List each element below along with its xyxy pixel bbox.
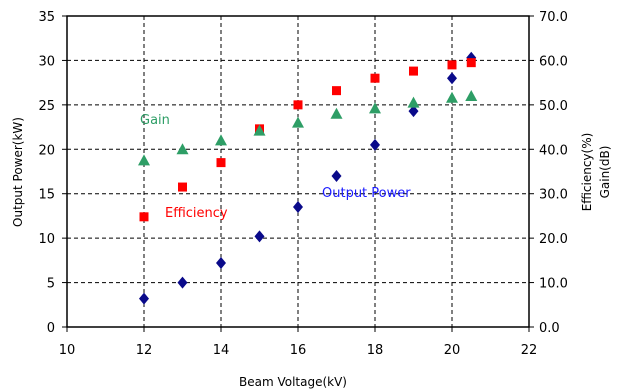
efficiency-point	[216, 158, 226, 168]
x-tick-label: 16	[290, 343, 307, 358]
y-left-tick-label: 20	[38, 143, 55, 158]
output-power-point	[370, 138, 380, 151]
y-left-tick-label: 35	[38, 10, 55, 25]
y-left-tick-label: 15	[38, 188, 55, 203]
output-power-point	[408, 105, 419, 118]
gain-point	[138, 154, 150, 166]
output-power-point	[254, 230, 265, 243]
series-label-gain: Gain	[140, 113, 170, 128]
output-power-point	[139, 292, 149, 305]
efficiency-point	[178, 182, 187, 192]
y-right-tick-label: 0.0	[539, 321, 560, 336]
output-power-point	[293, 201, 303, 214]
y-axis-label-right-efficiency: Efficiency(%)	[580, 133, 594, 212]
gain-point	[407, 96, 420, 108]
y-right-tick-label: 50.0	[539, 99, 568, 114]
output-power-point	[447, 72, 457, 85]
efficiency-point	[466, 58, 476, 68]
y-left-tick-label: 10	[38, 232, 55, 247]
gain-point	[369, 102, 381, 114]
y-right-tick-label: 10.0	[539, 277, 568, 292]
x-tick-label: 12	[136, 343, 153, 358]
y-left-tick-label: 25	[38, 99, 55, 114]
efficiency-point	[293, 100, 303, 110]
x-tick-label: 18	[367, 343, 384, 358]
gain-point	[330, 107, 343, 119]
x-axis-label: Beam Voltage(kV)	[239, 375, 347, 389]
y-left-tick-label: 0	[47, 321, 55, 336]
output-power-point	[177, 276, 188, 289]
gain-point	[215, 134, 227, 146]
y-axis-label-left: Output Power(kW)	[11, 117, 25, 227]
y-left-tick-label: 30	[38, 54, 55, 69]
gain-point	[446, 91, 458, 103]
x-tick-label: 20	[444, 343, 461, 358]
gain-point	[253, 124, 266, 136]
x-tick-label: 22	[521, 343, 538, 358]
y-left-tick-label: 5	[47, 277, 55, 292]
y-right-tick-label: 20.0	[539, 232, 568, 247]
gain-point	[292, 116, 304, 128]
tick-labels: 10 12 14 16 18 20 22 0 5 10 15 20 25 30 35 0.0 10.0 20.0 3…	[38, 10, 568, 358]
efficiency-point	[332, 86, 341, 96]
y-right-tick-label: 70.0	[539, 10, 568, 25]
y-right-tick-label: 60.0	[539, 54, 568, 69]
data-marks	[138, 51, 478, 305]
x-tick-label: 10	[59, 343, 76, 358]
efficiency-point	[447, 60, 457, 70]
y-right-tick-label: 40.0	[539, 143, 568, 158]
y-axis-label-right-gain: Gain(dB)	[598, 146, 612, 199]
x-tick-label: 14	[213, 343, 230, 358]
gain-point	[465, 89, 478, 101]
gain-point	[176, 143, 189, 155]
output-power-point	[216, 257, 226, 270]
output-power-point	[331, 169, 342, 182]
efficiency-point	[409, 66, 418, 76]
efficiency-point	[139, 212, 149, 222]
efficiency-point	[370, 73, 380, 83]
series-label-output-power: Output Power	[322, 186, 411, 201]
y-right-tick-label: 30.0	[539, 188, 568, 203]
series-label-efficiency: Efficiency	[165, 206, 228, 221]
grid	[67, 16, 529, 327]
